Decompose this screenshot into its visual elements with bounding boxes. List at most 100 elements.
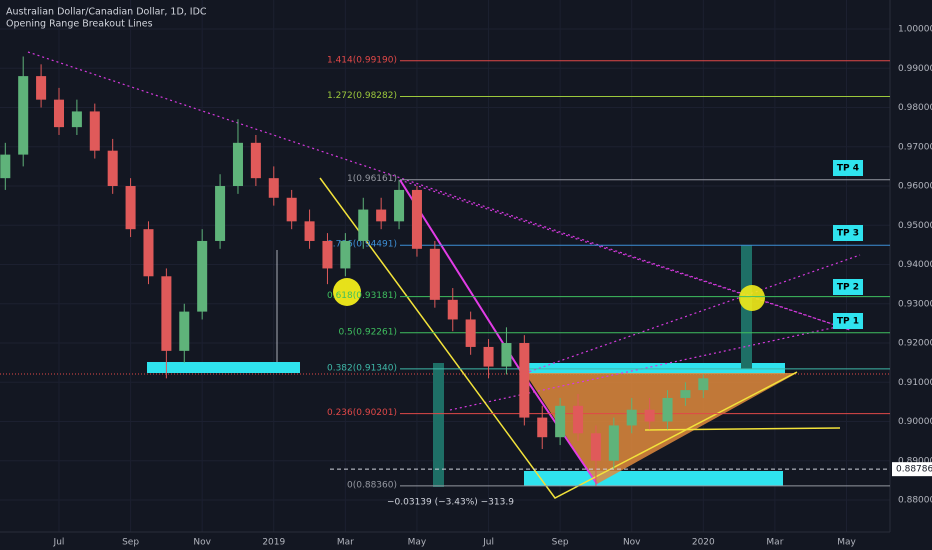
candle-body — [644, 409, 655, 422]
fib-label: 0.5(0.92261) — [338, 327, 397, 337]
candle-body — [322, 240, 333, 269]
candle-body — [143, 229, 154, 277]
candle-body — [0, 154, 11, 179]
candle-body — [89, 111, 100, 151]
target-box — [833, 160, 863, 176]
x-tick-label: May — [837, 538, 856, 548]
y-tick-label: 0.92000 — [898, 339, 932, 349]
candle-body — [268, 178, 279, 198]
candle-body — [411, 189, 422, 249]
y-tick-label: 0.97000 — [898, 142, 932, 152]
y-tick-label: 0.98000 — [898, 103, 932, 113]
candle-body — [358, 209, 369, 241]
fib-label: 1(0.96161) — [347, 174, 397, 184]
measure-bar — [433, 363, 444, 487]
y-tick-label: 0.95000 — [898, 221, 932, 231]
candle-body — [18, 76, 29, 155]
fib-label: 0.382(0.91340) — [327, 363, 397, 373]
fib-label: 0.786(0.94491) — [327, 240, 397, 250]
candle-body — [36, 76, 47, 100]
candle-body — [501, 343, 512, 367]
zone-box — [147, 362, 300, 373]
x-tick-label: Sep — [552, 538, 569, 548]
candle-body — [483, 346, 494, 367]
trend-line — [519, 254, 861, 376]
candle-body — [286, 197, 297, 222]
channel-line — [319, 177, 798, 499]
candle-body — [107, 150, 118, 187]
candle-body — [590, 433, 601, 461]
target-label: TP 3 — [837, 229, 859, 239]
candle-body — [429, 248, 440, 300]
fib-label: 0(0.88360) — [347, 480, 397, 490]
x-tick-label: Nov — [623, 538, 641, 548]
highlight — [333, 278, 361, 306]
target-label: TP 1 — [837, 317, 859, 327]
candle-body — [215, 186, 226, 241]
price-tag-label: 0.88786 — [896, 465, 932, 475]
candle-body — [573, 405, 584, 434]
x-tick-label: Nov — [193, 538, 211, 548]
candle-body — [519, 343, 530, 418]
candle-body — [125, 186, 136, 230]
candle-body — [179, 311, 190, 351]
zone-box — [524, 471, 783, 486]
trend-line — [399, 179, 851, 331]
x-tick-label: Mar — [337, 538, 354, 548]
candle-body — [626, 409, 637, 426]
price-tag — [892, 462, 932, 477]
fib-label: 1.272(0.98282) — [327, 91, 397, 101]
candle-body — [53, 99, 65, 128]
y-tick-label: 1.00000 — [898, 25, 932, 35]
candle-body — [161, 276, 172, 351]
grid — [0, 0, 890, 532]
candle-body — [680, 390, 691, 398]
x-tick-label: Sep — [122, 538, 139, 548]
measurement: −0.03139 (−3.43%) −313.9 — [387, 498, 514, 508]
x-tick-label: Mar — [766, 538, 783, 548]
candle-body — [447, 299, 458, 320]
candle-body — [304, 221, 315, 241]
candle-body — [555, 405, 566, 438]
x-tick-label: May — [408, 538, 427, 548]
y-tick-label: 0.89000 — [898, 456, 932, 466]
y-tick-label: 0.90000 — [898, 417, 932, 427]
candle-body — [698, 378, 709, 391]
x-tick-label: Jul — [482, 538, 494, 548]
y-tick-label: 0.91000 — [898, 378, 932, 388]
candle-body — [340, 240, 351, 269]
candle-body — [608, 425, 619, 461]
candle-body — [197, 240, 208, 312]
highlight — [739, 285, 765, 311]
chart-subtitle: Opening Range Breakout Lines — [6, 19, 153, 30]
candle-body — [71, 111, 82, 128]
candle-body — [232, 142, 243, 187]
y-tick-label: 0.93000 — [898, 299, 932, 309]
chart-title: Australian Dollar/Canadian Dollar, 1D, I… — [6, 7, 207, 18]
x-tick-label: Jul — [53, 538, 65, 548]
x-tick-label: 2019 — [262, 538, 285, 548]
candle-body — [537, 417, 548, 438]
candle-body — [465, 319, 476, 347]
fib-label: 1.414(0.99190) — [327, 55, 397, 65]
y-tick-label: 0.94000 — [898, 260, 932, 270]
target-label: TP 4 — [837, 164, 859, 174]
support-line — [644, 427, 841, 431]
target-box — [833, 279, 863, 295]
y-tick-label: 0.99000 — [898, 64, 932, 74]
drawings — [0, 51, 890, 499]
fib-label: 0.236(0.90201) — [327, 408, 397, 418]
target-box — [833, 225, 863, 241]
target-box — [833, 313, 863, 329]
candle-body — [662, 397, 673, 422]
y-tick-label: 0.88000 — [898, 496, 932, 506]
fib-label: 0.618(0.93181) — [327, 291, 397, 301]
target-label: TP 2 — [837, 283, 859, 293]
candle-body — [250, 142, 261, 179]
x-tick-label: 2020 — [692, 538, 715, 548]
candle-body — [376, 209, 387, 222]
y-tick-label: 0.96000 — [898, 182, 932, 192]
candle-body — [394, 189, 405, 222]
